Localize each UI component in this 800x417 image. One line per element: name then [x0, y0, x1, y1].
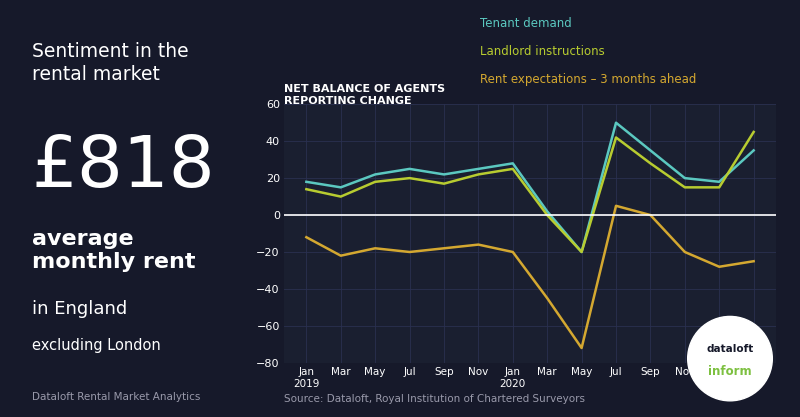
Text: REPORTING CHANGE: REPORTING CHANGE	[284, 96, 412, 106]
Text: excluding London: excluding London	[32, 338, 161, 353]
Text: Source: Dataloft, Royal Institution of Chartered Surveyors: Source: Dataloft, Royal Institution of C…	[284, 394, 585, 404]
Text: £818: £818	[32, 133, 216, 202]
Text: in England: in England	[32, 300, 127, 318]
Text: Tenant demand: Tenant demand	[480, 17, 572, 30]
Text: inform: inform	[708, 365, 752, 378]
Text: average
monthly rent: average monthly rent	[32, 229, 195, 272]
Circle shape	[688, 317, 772, 401]
Text: dataloft: dataloft	[706, 344, 754, 354]
Text: Dataloft Rental Market Analytics: Dataloft Rental Market Analytics	[32, 392, 200, 402]
Text: Rent expectations – 3 months ahead: Rent expectations – 3 months ahead	[480, 73, 696, 86]
Text: NET BALANCE OF AGENTS: NET BALANCE OF AGENTS	[284, 84, 445, 94]
Text: Landlord instructions: Landlord instructions	[480, 45, 605, 58]
Text: Sentiment in the
rental market: Sentiment in the rental market	[32, 42, 189, 84]
